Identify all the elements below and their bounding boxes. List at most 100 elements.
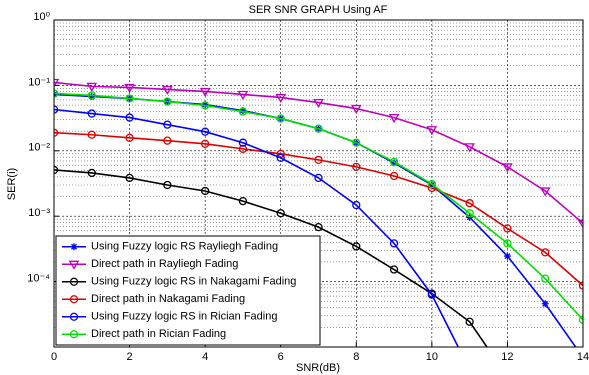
marker (464, 143, 475, 153)
marker (163, 97, 172, 106)
legend-label: Direct path in Rayliegh Fading (91, 258, 238, 270)
marker (539, 187, 551, 197)
legend-label: Using Fuzzy logic RS in Nakagami Fading (91, 276, 296, 288)
marker (125, 133, 134, 142)
marker (163, 180, 172, 190)
marker (388, 113, 400, 124)
marker (124, 83, 135, 93)
marker (465, 209, 474, 218)
marker (577, 219, 583, 229)
marker (237, 90, 249, 100)
marker (314, 223, 323, 232)
marker (503, 252, 511, 260)
y-axis-label: SER(i) (6, 168, 18, 200)
x-tick-label: 0 (51, 351, 57, 363)
marker (465, 199, 474, 208)
marker (238, 107, 248, 116)
legend-box (55, 235, 321, 346)
marker (87, 91, 96, 100)
plot (54, 78, 583, 373)
axes-box (53, 19, 584, 348)
marker (275, 93, 287, 103)
marker (389, 239, 399, 248)
marker (54, 128, 59, 137)
x-tick-label: 4 (202, 351, 208, 363)
marker (541, 248, 550, 257)
marker (54, 105, 59, 114)
marker (352, 242, 361, 251)
y-tick-label: 10⁻² (28, 142, 50, 154)
chart-title: SER SNR GRAPH Using AF (249, 4, 388, 16)
marker (352, 162, 361, 172)
marker (87, 168, 96, 178)
series-line (54, 81, 583, 224)
marker (350, 104, 362, 115)
x-tick-label: 12 (501, 351, 513, 363)
marker (427, 179, 437, 189)
legend-label: Direct path in Rician Fading (91, 328, 226, 340)
legend-label: Using Fuzzy logic RS in Rician Fading (91, 311, 277, 323)
y-tick-label: 10⁻⁴ (27, 273, 50, 285)
marker (86, 82, 98, 92)
marker (503, 224, 512, 233)
marker (502, 163, 513, 173)
marker (199, 87, 211, 97)
marker (313, 98, 324, 109)
legend-label: Direct path in Nakagami Fading (91, 293, 245, 305)
x-tick-label: 8 (353, 351, 359, 363)
marker (238, 144, 248, 154)
marker (125, 94, 134, 103)
marker (54, 78, 60, 88)
marker (87, 109, 96, 118)
series-line (54, 92, 583, 321)
marker (541, 300, 549, 308)
x-tick-label: 6 (278, 351, 284, 363)
marker (125, 113, 134, 122)
y-tick-label: 10⁻³ (28, 207, 50, 219)
x-tick-label: 14 (577, 351, 589, 363)
marker (389, 157, 399, 166)
marker (427, 290, 437, 299)
series-line (54, 131, 583, 287)
marker (276, 209, 285, 218)
marker (578, 281, 583, 290)
marker (426, 126, 438, 136)
x-tick-label: 2 (127, 351, 133, 363)
marker (276, 153, 285, 163)
legend-label: Using Fuzzy logic RS Rayliegh Fading (91, 241, 278, 253)
marker (466, 366, 473, 373)
marker (541, 274, 550, 283)
marker (314, 124, 323, 133)
marker (88, 92, 96, 100)
x-tick-label: 10 (426, 351, 438, 363)
marker (200, 101, 210, 110)
marker (389, 265, 399, 274)
marker (389, 171, 399, 181)
marker (162, 85, 173, 95)
marker (352, 200, 361, 210)
marker (390, 159, 398, 167)
marker (68, 260, 80, 270)
marker (238, 196, 248, 206)
marker (200, 127, 210, 136)
marker (163, 136, 172, 145)
marker (314, 173, 323, 183)
series-line (54, 108, 460, 347)
marker (87, 130, 96, 139)
marker (352, 138, 361, 147)
marker (201, 101, 209, 109)
legend: Using Fuzzy logic RS Rayliegh Fading Dire… (55, 235, 321, 346)
y-tick-label: 10⁰ (33, 11, 50, 23)
marker (276, 114, 285, 123)
marker (503, 239, 512, 248)
marker (238, 138, 248, 147)
marker (163, 120, 172, 129)
marker (125, 173, 134, 183)
marker (69, 277, 79, 286)
marker (314, 155, 323, 165)
marker (69, 312, 79, 321)
marker (54, 89, 59, 98)
marker (69, 330, 79, 339)
